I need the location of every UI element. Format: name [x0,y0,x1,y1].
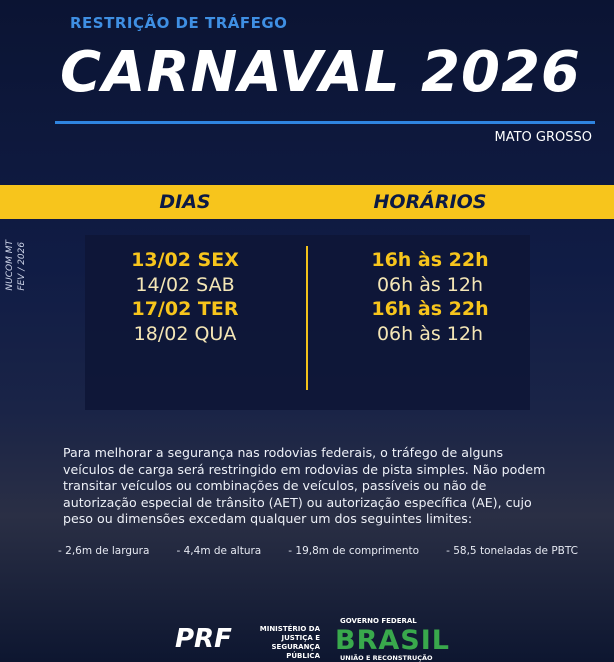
kicker: RESTRIÇÃO DE TRÁFEGO [70,14,288,32]
title-rule [55,121,595,124]
ministry-logo: MINISTÉRIO DA JUSTIÇA E SEGURANÇA PÚBLIC… [248,625,320,661]
header-band [0,185,614,219]
prf-logo: PRF [175,624,232,654]
time-cell: 16h às 22h [371,249,489,271]
limits: 2,6m de largura 4,4m de altura 19,8m de co… [58,545,578,557]
limit: 4,4m de altura [176,545,262,557]
region: MATO GROSSO [494,130,592,145]
side-line: NUCOM MT [5,240,15,291]
title: CARNAVAL 2026 [60,40,581,105]
limit: 2,6m de largura [58,545,149,557]
day-cell: 18/02 QUA [133,322,237,345]
column-header: HORÁRIOS [373,191,487,213]
divider [306,246,308,390]
limit: 19,8m de comprimento [288,545,419,557]
side-note: NUCOM MT FEV / 2026 [4,240,28,291]
ministry-line: JUSTIÇA E [281,634,320,642]
time-cell: 16h às 22h [371,298,489,320]
day-cell: 13/02 SEX [131,249,239,271]
ministry-line: MINISTÉRIO DA [259,625,320,633]
side-line: FEV / 2026 [17,241,27,291]
gov-label: GOVERNO FEDERAL [340,617,417,625]
slogan: UNIÃO E RECONSTRUÇÃO [340,654,433,662]
ministry-line: SEGURANÇA PÚBLICA [271,643,320,660]
day-cell: 17/02 TER [131,298,239,320]
body-text: Para melhorar a segurança nas rodovias f… [63,445,546,526]
limit: 58,5 toneladas de PBTC [446,545,578,557]
time-cell: 06h às 12h [376,322,484,345]
day-cell: 14/02 SAB [135,273,235,296]
time-cell: 06h às 12h [376,273,484,296]
column-header: DIAS [159,191,211,213]
brasil-logo: BRASIL [335,625,450,656]
